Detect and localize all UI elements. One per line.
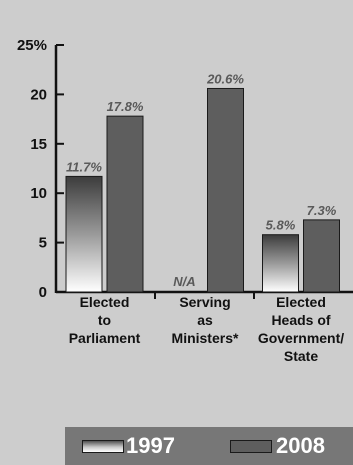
category-label-2: State	[284, 348, 318, 364]
category-label-1: as	[197, 312, 213, 328]
labels: 11.7% N/A 5.8% 17.8% 20.6% 7.3% Elected to Parli…	[66, 71, 344, 364]
category-label-0: to	[98, 312, 111, 328]
bar-2008-0	[106, 115, 144, 293]
bar-2008-1	[207, 87, 244, 293]
y-tick-label: 0	[39, 284, 47, 301]
legend-label-1997: 1997	[126, 433, 175, 458]
category-label-2: Elected	[276, 294, 326, 310]
category-label-2: Government/	[258, 330, 344, 346]
category-label-1: Ministers*	[172, 330, 239, 346]
legend-label-2008: 2008	[276, 433, 325, 458]
data-label-1997-0: 11.7%	[66, 159, 102, 174]
y-tick-label: 15	[30, 136, 47, 153]
category-label-0: Parliament	[69, 330, 141, 346]
data-label-2008-2: 7.3%	[307, 203, 337, 218]
legend: 1997 2008	[65, 427, 353, 465]
category-label-0: Elected	[80, 294, 130, 310]
axes: 0 5 10 15 20 25%	[17, 37, 353, 301]
y-tick-label: 5	[39, 235, 47, 252]
data-label-2008-0: 17.8%	[107, 99, 144, 114]
y-tick-label: 20	[30, 86, 47, 103]
legend-swatch-1997	[82, 440, 124, 453]
y-tick-label: 25%	[17, 37, 47, 54]
y-tick-label: 10	[30, 185, 47, 202]
data-label-1997-1: N/A	[173, 274, 195, 289]
data-label-2008-1: 20.6%	[206, 71, 244, 86]
bar-1997-0	[65, 175, 103, 293]
bar-1997-2	[262, 234, 299, 293]
category-label-1: Serving	[179, 294, 230, 310]
bars	[65, 87, 340, 293]
data-label-1997-2: 5.8%	[266, 218, 296, 233]
category-label-2: Heads of	[271, 312, 330, 328]
legend-swatch-2008	[230, 440, 272, 453]
bar-2008-2	[303, 219, 340, 293]
